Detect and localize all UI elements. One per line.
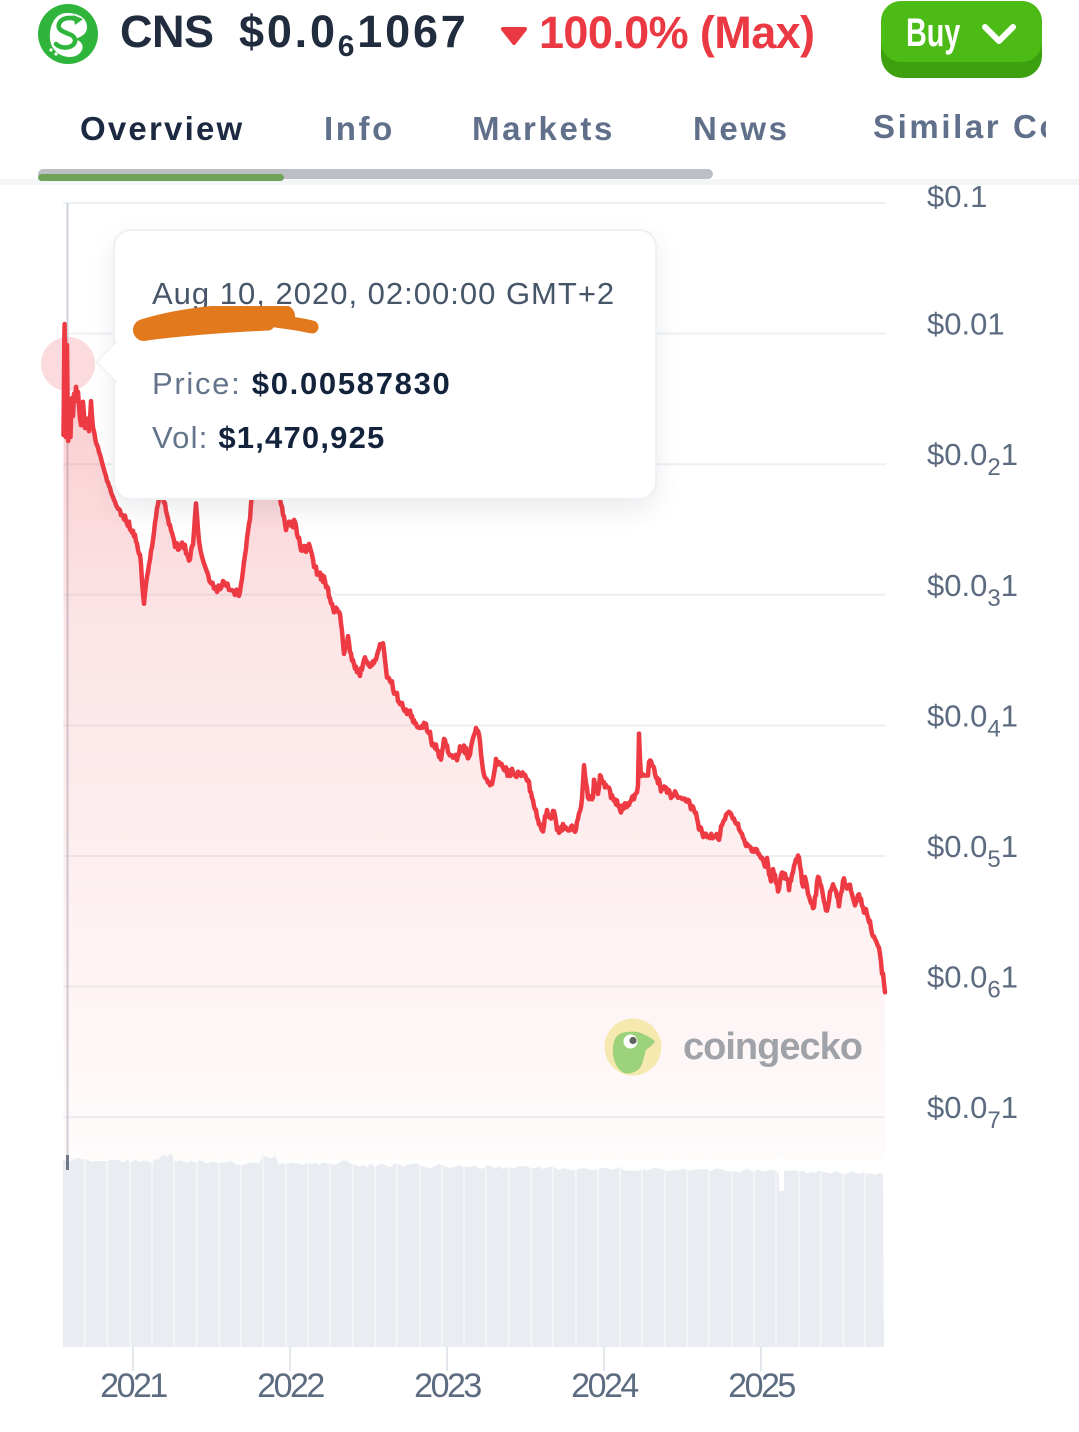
- svg-text:2025: 2025: [728, 1367, 795, 1405]
- svg-text:2022: 2022: [257, 1367, 324, 1405]
- svg-text:coingecko: coingecko: [683, 1026, 862, 1068]
- svg-text:$0.01: $0.01: [927, 307, 1005, 342]
- svg-text:2023: 2023: [414, 1367, 481, 1405]
- svg-text:$0.051: $0.051: [927, 829, 1018, 873]
- svg-text:$0.061: $0.061: [927, 960, 1018, 1004]
- svg-text:$0.041: $0.041: [927, 698, 1018, 742]
- svg-text:$0.021: $0.021: [927, 437, 1018, 481]
- svg-text:$0.031: $0.031: [927, 568, 1018, 612]
- svg-text:$0.071: $0.071: [927, 1090, 1018, 1134]
- svg-text:2021: 2021: [100, 1367, 167, 1405]
- svg-text:2024: 2024: [571, 1367, 638, 1405]
